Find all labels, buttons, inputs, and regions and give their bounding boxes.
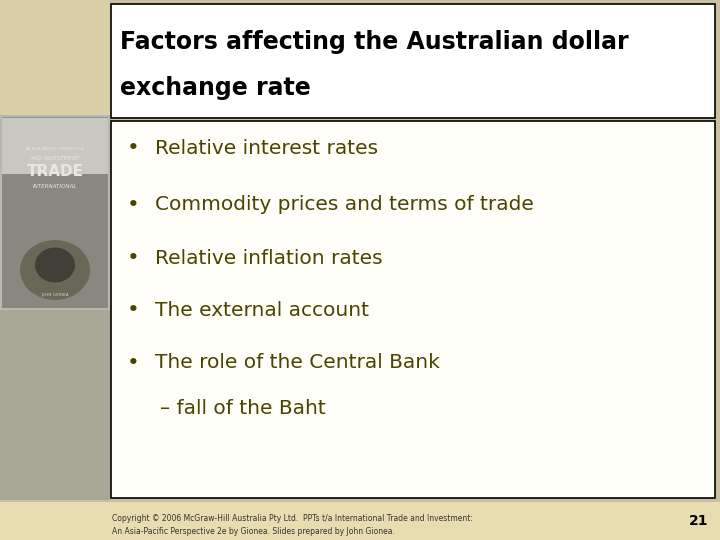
Text: The external account: The external account: [155, 300, 369, 320]
Bar: [0, 115, 110, 310]
Text: Relative inflation rates: Relative inflation rates: [155, 248, 382, 267]
Text: JOHN GIONEA: JOHN GIONEA: [41, 293, 69, 297]
Bar: [111, 121, 715, 498]
Bar: [2, 174, 108, 308]
Text: Factors affecting the Australian dollar: Factors affecting the Australian dollar: [120, 30, 629, 54]
Text: •: •: [127, 195, 140, 215]
Bar: [0, 502, 720, 540]
Text: – fall of the Baht: – fall of the Baht: [160, 399, 325, 417]
Text: •: •: [127, 248, 140, 268]
Text: INTERNATIONAL: INTERNATIONAL: [33, 184, 77, 188]
Text: Copyright © 2006 McGraw-Hill Australia Pty Ltd.  PPTs t/a International Trade an: Copyright © 2006 McGraw-Hill Australia P…: [112, 514, 473, 536]
Text: •: •: [127, 300, 140, 320]
Text: Commodity prices and terms of trade: Commodity prices and terms of trade: [155, 195, 534, 214]
Bar: [111, 4, 715, 118]
Text: AN ASIA-PACIFIC PERSPECTIVE: AN ASIA-PACIFIC PERSPECTIVE: [25, 147, 85, 151]
Text: exchange rate: exchange rate: [120, 76, 311, 100]
Ellipse shape: [35, 247, 75, 282]
Bar: [2, 118, 108, 175]
Bar: [2, 117, 108, 308]
Text: •: •: [127, 353, 140, 373]
Text: •: •: [127, 138, 140, 158]
Text: AND INVESTMENT: AND INVESTMENT: [30, 156, 80, 160]
Ellipse shape: [20, 240, 90, 300]
Text: 21: 21: [688, 514, 708, 528]
Bar: [0, 0, 110, 115]
Bar: [0, 310, 110, 500]
Text: Relative interest rates: Relative interest rates: [155, 138, 378, 158]
Text: TRADE: TRADE: [27, 165, 84, 179]
Text: The role of the Central Bank: The role of the Central Bank: [155, 354, 440, 373]
